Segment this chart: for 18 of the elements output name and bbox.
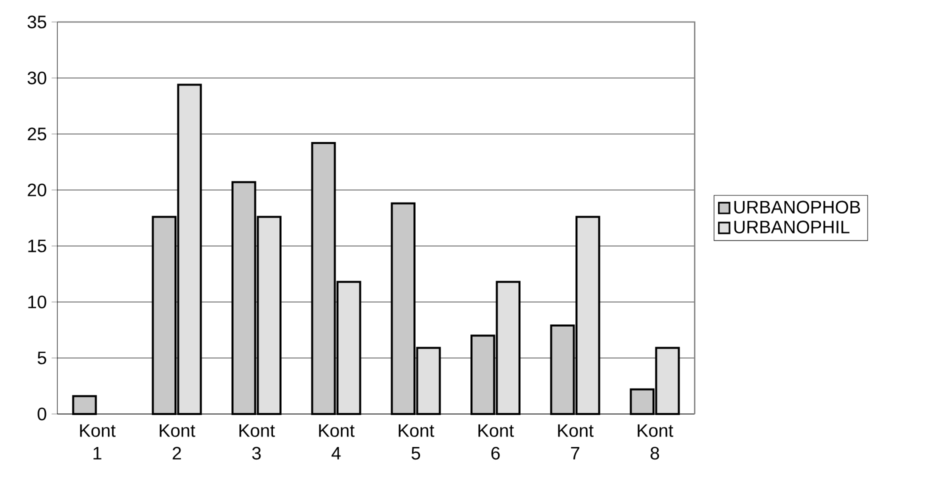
y-tick-label: 20	[28, 184, 46, 196]
y-tick-label: 25	[28, 128, 46, 140]
x-tick-label: Kont 7	[558, 424, 594, 460]
x-tick-label: Kont 5	[398, 424, 434, 460]
x-tick-label: Kont 1	[80, 424, 116, 460]
y-tick-label: 5	[38, 352, 46, 364]
x-tick-label: Kont 2	[160, 424, 196, 460]
x-tick-label: Kont 4	[319, 424, 355, 460]
legend-label: URBANOPHIL	[734, 220, 850, 234]
y-tick-label: 0	[38, 408, 46, 420]
y-tick-label: 30	[28, 72, 46, 84]
legend-label: URBANOPHOB	[734, 200, 860, 214]
y-tick-label: 15	[28, 240, 46, 252]
y-tick-label: 10	[28, 296, 46, 308]
x-tick-label: Kont 6	[478, 424, 514, 460]
y-tick-label: 35	[28, 16, 46, 28]
x-tick-label: Kont 3	[239, 424, 275, 460]
x-tick-label: Kont 8	[638, 424, 674, 460]
